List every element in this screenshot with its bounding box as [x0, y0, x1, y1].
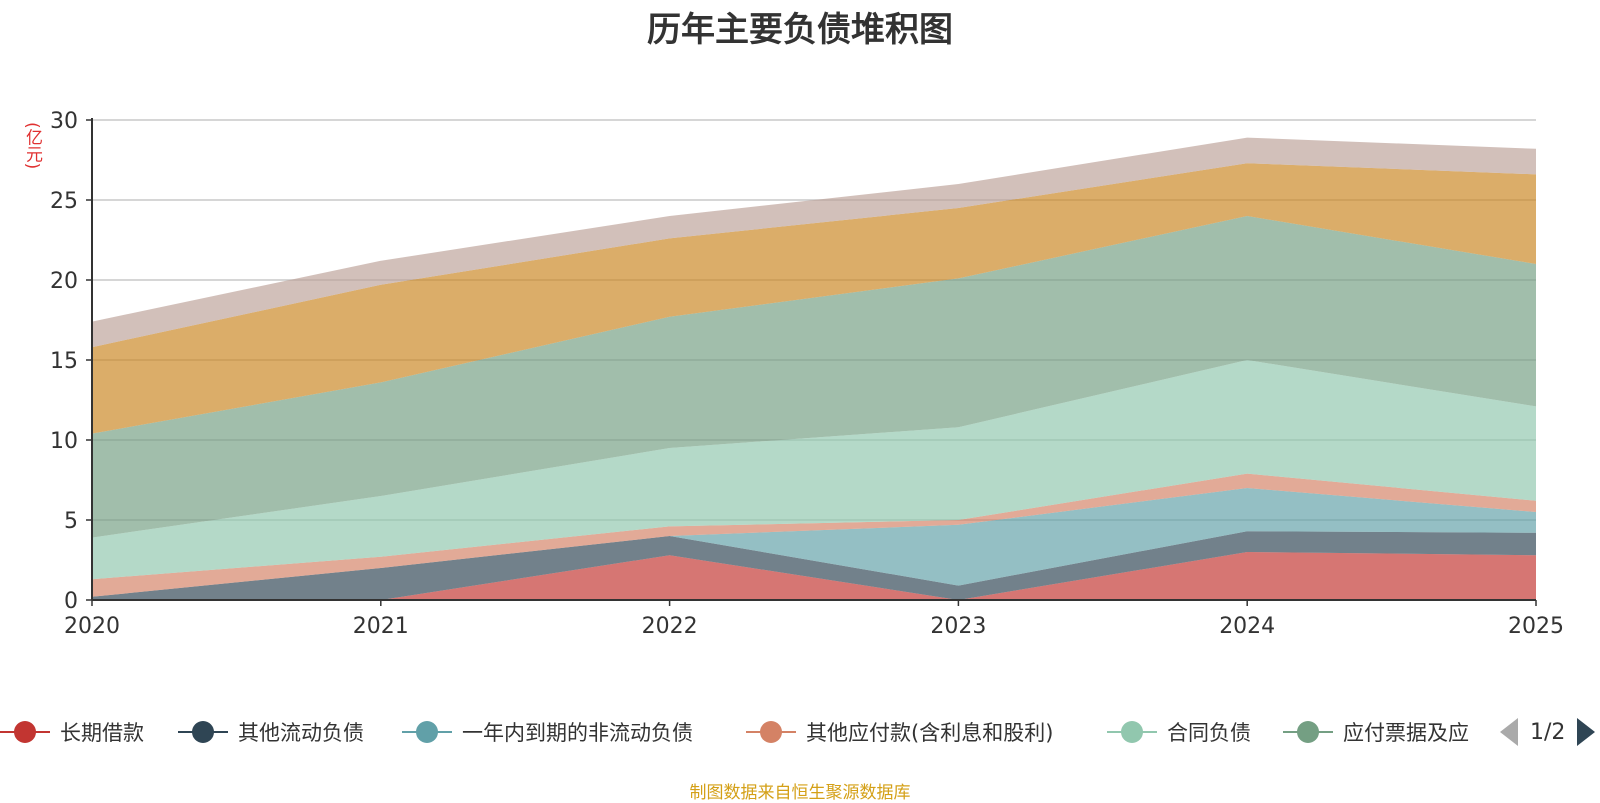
x-tick-label: 2025: [1508, 614, 1564, 639]
x-tick-label: 2023: [930, 614, 986, 639]
legend-marker-icon: [1283, 720, 1333, 744]
area-series-4: [92, 360, 1536, 580]
legend-label: 合同负债: [1167, 721, 1251, 745]
y-tick-label: 10: [50, 429, 78, 454]
next-page-icon[interactable]: [1577, 718, 1596, 746]
legend-item-4[interactable]: 合同负债: [1107, 712, 1251, 752]
legend-label: 其他应付款(含利息和股利): [806, 721, 1054, 745]
x-tick-label: 2020: [64, 614, 120, 639]
previous-page-icon[interactable]: [1500, 718, 1518, 746]
legend-pager: 1/2: [1500, 712, 1596, 752]
legend-page-indicator: 1/2: [1530, 719, 1566, 745]
legend-item-5[interactable]: 应付票据及应: [1283, 712, 1469, 752]
area-series-2: [92, 488, 1536, 597]
chart-title: 历年主要负债堆积图: [647, 10, 953, 50]
legend-item-3[interactable]: 其他应付款(含利息和股利): [746, 712, 1053, 752]
legend-marker-icon: [1107, 720, 1157, 744]
y-tick-label: 15: [50, 349, 78, 374]
legend-item-0[interactable]: 长期借款: [0, 712, 144, 752]
area-series-1: [92, 531, 1536, 600]
legend-item-2[interactable]: 一年内到期的非流动负债: [402, 712, 693, 752]
legend: 长期借款 其他流动负债 一年内到期的非流动负债 其他应付款(含利息和股利) 合同负债 应付…: [0, 712, 1600, 752]
y-tick-label: 20: [50, 269, 78, 294]
y-tick-label: 30: [50, 109, 78, 134]
area-series-0: [92, 552, 1536, 600]
data-source-note: 制图数据来自恒生聚源数据库: [689, 783, 911, 803]
legend-label: 应付票据及应: [1343, 721, 1469, 745]
legend-marker-icon: [746, 720, 796, 744]
legend-label: 长期借款: [60, 721, 144, 745]
area-series-7: [92, 137, 1536, 348]
y-tick-label: 25: [50, 189, 78, 214]
legend-marker-icon: [402, 720, 452, 744]
legend-marker-icon: [0, 720, 50, 744]
legend-items: 长期借款 其他流动负债 一年内到期的非流动负债 其他应付款(含利息和股利) 合同负债 应付…: [0, 712, 1480, 752]
y-tick-label: 5: [64, 509, 78, 534]
x-tick-label: 2024: [1219, 614, 1275, 639]
legend-label: 其他流动负债: [238, 721, 364, 745]
legend-item-1[interactable]: 其他流动负债: [178, 712, 364, 752]
legend-marker-icon: [178, 720, 228, 744]
y-tick-label: 0: [64, 589, 78, 614]
legend-label: 一年内到期的非流动负债: [462, 721, 693, 745]
x-tick-label: 2022: [642, 614, 698, 639]
area-series-6: [92, 163, 1536, 434]
area-series-layer: [92, 137, 1536, 600]
area-series-5: [92, 216, 1536, 538]
x-tick-label: 2021: [353, 614, 409, 639]
y-axis-unit: (亿元): [22, 122, 42, 170]
